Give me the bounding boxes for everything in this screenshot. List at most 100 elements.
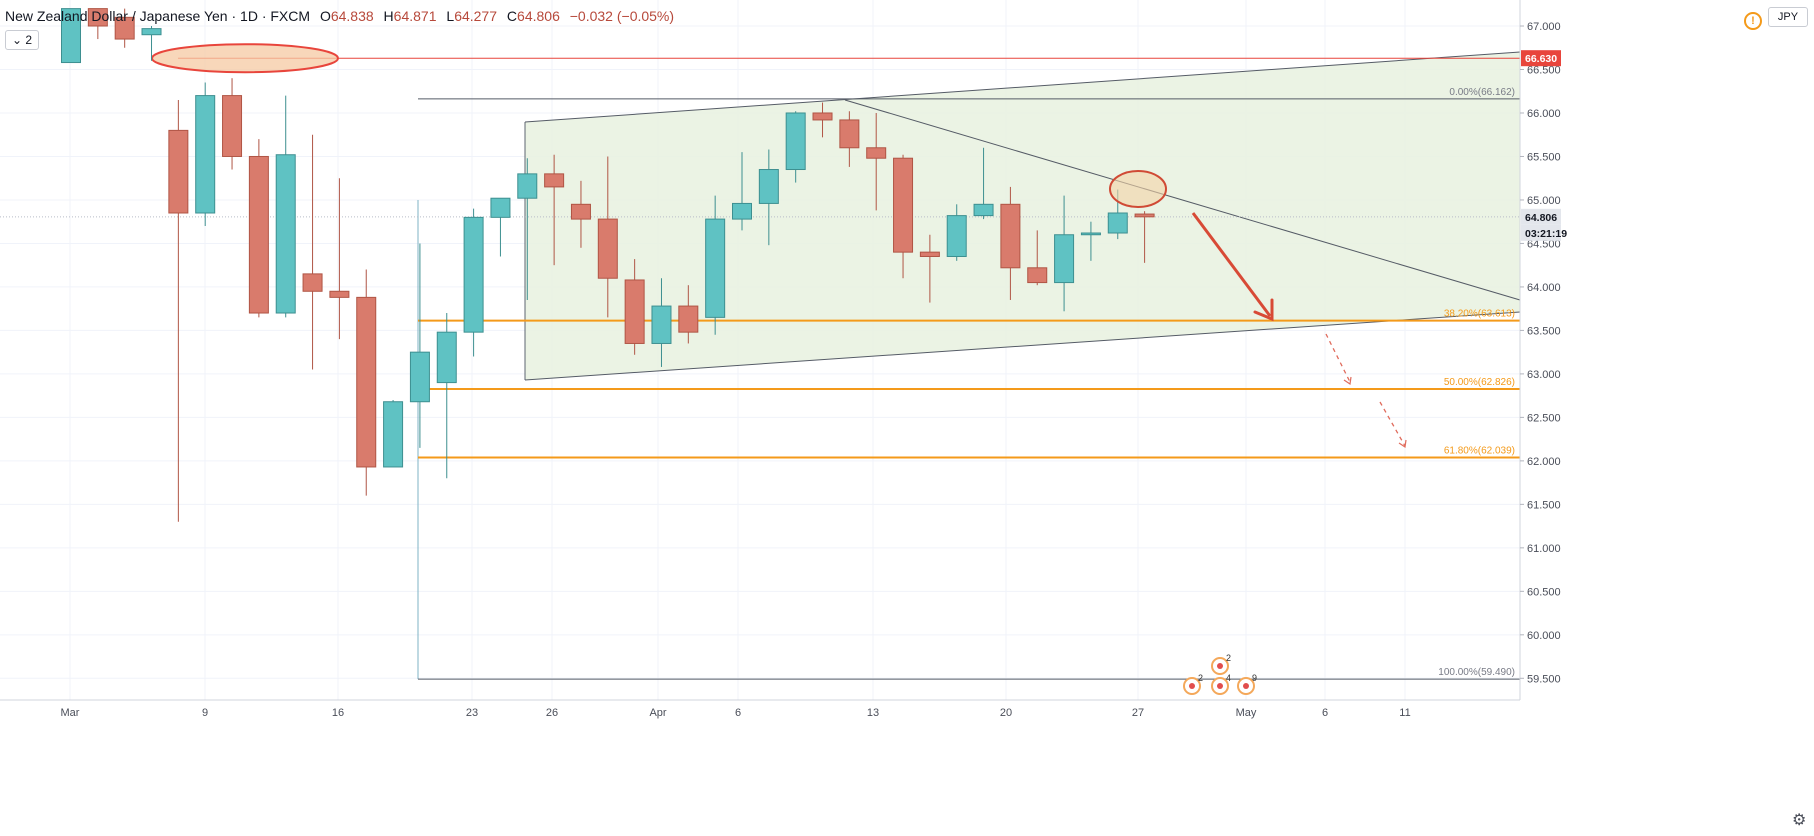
candle-body: [785, 112, 806, 171]
candle: [919, 234, 940, 303]
close-value: 64.806: [517, 8, 560, 24]
projection-arrowhead-2: [1398, 439, 1407, 449]
current-price-tag: 64.806: [1521, 208, 1561, 225]
y-tick-label: 61.000: [1527, 543, 1561, 555]
chevron-down-icon: ⌄: [12, 33, 23, 47]
x-tick-label: Apr: [649, 707, 666, 719]
candle-body: [1134, 213, 1155, 218]
candle-body: [1000, 203, 1021, 269]
change-value: −0.032 (−0.05%): [569, 8, 675, 24]
x-tick-label: May: [1236, 707, 1257, 719]
downtrend-line: [844, 99, 1521, 301]
current-price-tag-bg: [1521, 208, 1561, 225]
price-scale-bg: [1520, 0, 1814, 836]
candle: [1000, 186, 1021, 300]
fib-level-label: 0.00%(66.162): [1449, 87, 1515, 98]
warning-icon[interactable]: !: [1744, 12, 1762, 30]
candle: [302, 134, 323, 370]
x-tick-label: 20: [1000, 707, 1012, 719]
badge-count: 2: [25, 33, 33, 47]
x-tick-label: 13: [867, 707, 879, 719]
low-label: L: [446, 8, 455, 24]
candle: [1107, 189, 1128, 240]
candle: [705, 195, 726, 335]
candle-body: [946, 215, 967, 257]
candle-body: [1027, 267, 1048, 284]
y-tick-label: 62.000: [1527, 456, 1561, 468]
countdown-tag-bg: [1521, 224, 1561, 241]
fib-level-label: 100.00%(59.490): [1438, 667, 1515, 678]
candle: [678, 285, 699, 344]
x-tick-label: Mar: [61, 707, 80, 719]
x-tick-label: 16: [332, 707, 344, 719]
candle: [893, 154, 914, 279]
x-tick-label: 27: [1132, 707, 1144, 719]
candle: [785, 111, 806, 183]
y-tick-label: 64.000: [1527, 282, 1561, 294]
candle: [490, 197, 511, 257]
candle-body: [436, 331, 457, 384]
fib-level-label: 61.80%(62.039): [1444, 445, 1515, 456]
projection-arrow-2: [1379, 401, 1406, 447]
candles: [61, 8, 1155, 522]
candle: [409, 243, 430, 448]
x-tick-label: 26: [546, 707, 558, 719]
channel-lower-line: [524, 311, 1521, 381]
channel-fill: [525, 52, 1520, 380]
y-tick-label: 67.000: [1527, 21, 1561, 33]
event-marker-dot: [1217, 663, 1223, 669]
candle-body: [705, 218, 726, 318]
currency-label[interactable]: JPY: [1768, 7, 1808, 27]
countdown-tag-text: 03:21:19: [1525, 228, 1567, 240]
candle: [436, 313, 457, 479]
candle-body: [195, 95, 216, 214]
candle: [517, 158, 538, 300]
candle: [141, 26, 162, 61]
resistance-price-tag-text: 66.630: [1525, 53, 1557, 65]
close-label: C: [506, 8, 518, 24]
gear-icon[interactable]: ⚙: [1792, 812, 1807, 829]
downtrend-test-ellipse: [1109, 170, 1167, 208]
forecast-arrow-head: [1253, 298, 1274, 322]
candle: [651, 278, 672, 367]
channel-upper-line: [524, 51, 1521, 123]
y-tick-label: 66.000: [1527, 108, 1561, 120]
indicator-count-badge[interactable]: ⌄ 2: [5, 30, 40, 50]
candle: [758, 149, 779, 246]
candle-body: [61, 8, 81, 64]
event-marker-icon: 2: [1211, 653, 1231, 675]
x-tick-label: 9: [202, 707, 208, 719]
candle: [1027, 230, 1048, 286]
candle: [329, 178, 350, 340]
candle-body: [87, 8, 108, 27]
candle: [866, 112, 887, 211]
candle-body: [302, 273, 323, 292]
x-tick-label: 6: [1322, 707, 1328, 719]
candle: [114, 8, 135, 48]
event-marker-icon: 9: [1237, 673, 1257, 695]
candle-body: [651, 305, 672, 344]
candle: [1134, 211, 1155, 263]
candle-body: [329, 290, 350, 298]
fib-level-label: 38.20%(63.613): [1444, 309, 1515, 320]
event-marker-count: 4: [1226, 673, 1231, 683]
candle-body: [1054, 234, 1075, 284]
y-tick-label: 65.500: [1527, 151, 1561, 163]
candle: [383, 399, 404, 468]
open-value: 64.838: [330, 8, 374, 24]
event-marker-dot: [1217, 683, 1223, 689]
candle-body: [248, 155, 269, 314]
high-label: H: [383, 8, 394, 24]
candle-body: [678, 305, 699, 333]
candle-body: [222, 95, 243, 157]
resistance-price-tag: 66.630: [1521, 50, 1561, 67]
candle-body: [383, 401, 404, 468]
forecast-arrow-shaft: [1191, 212, 1272, 317]
x-tick-label: 11: [1399, 707, 1410, 719]
symbol-title[interactable]: New Zealand Dollar / Japanese Yen · 1D ·…: [5, 8, 311, 24]
y-tick-label: 65.000: [1527, 195, 1561, 207]
resistance-highlight-ellipse: [151, 43, 339, 74]
candle: [275, 95, 296, 318]
candle: [570, 180, 591, 248]
